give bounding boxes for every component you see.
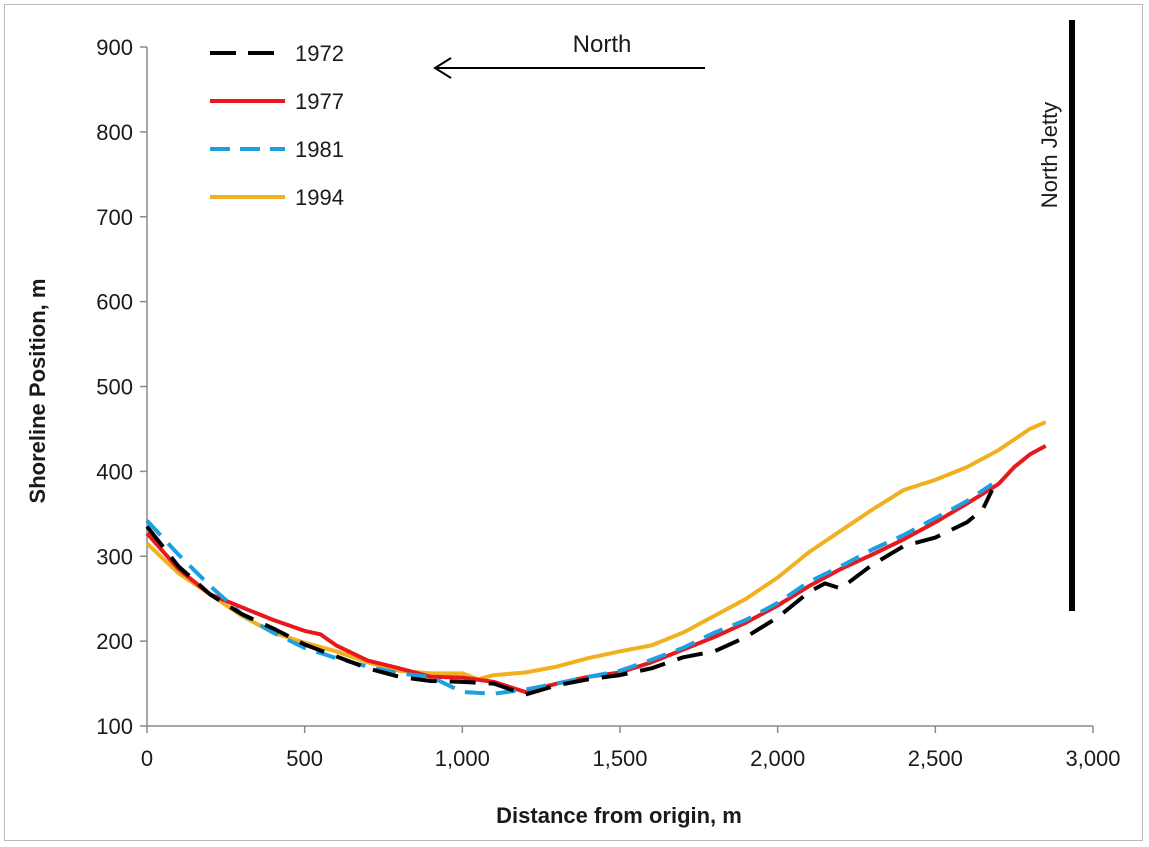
series-line-1981	[145, 482, 994, 696]
x-axis-label: Distance from origin, m	[496, 803, 742, 828]
x-tick-label: 2,000	[750, 746, 805, 771]
north-label: North	[573, 31, 632, 58]
series-layer	[145, 420, 1047, 697]
legend-label-1981: 1981	[295, 137, 344, 162]
y-tick-label: 400	[96, 459, 133, 484]
y-tick-label: 900	[96, 35, 133, 60]
legend-label-1972: 1972	[295, 41, 344, 66]
y-tick-label: 600	[96, 290, 133, 315]
series-line-1994	[145, 420, 1047, 682]
legend: 1972 1977 1981 1994	[210, 41, 344, 210]
series-line-1972	[145, 489, 994, 697]
annotations: North North Jetty	[433, 20, 1075, 611]
y-tick-label: 700	[96, 205, 133, 230]
north-arrow-head	[433, 57, 452, 79]
x-tick-label: 500	[286, 746, 323, 771]
axes: 100 200 300 400 500 600 700 800 900 0 500 1,000 1,50…	[96, 35, 1120, 771]
x-tick-label: 2,500	[908, 746, 963, 771]
y-tick-label: 100	[96, 714, 133, 739]
chart-frame: 100 200 300 400 500 600 700 800 900 0 500 1,000 1,50…	[4, 4, 1143, 841]
legend-label-1994: 1994	[295, 185, 344, 210]
y-tick-label: 500	[96, 375, 133, 400]
x-tick-label: 1,000	[435, 746, 490, 771]
x-tick-label: 0	[141, 746, 153, 771]
y-tick-label: 200	[96, 629, 133, 654]
x-tick-label: 3,000	[1065, 746, 1120, 771]
y-tick-label: 300	[96, 544, 133, 569]
legend-label-1977: 1977	[295, 89, 344, 114]
y-tick-label: 800	[96, 120, 133, 145]
north-jetty-label: North Jetty	[1037, 102, 1062, 208]
x-tick-label: 1,500	[592, 746, 647, 771]
shoreline-chart: 100 200 300 400 500 600 700 800 900 0 500 1,000 1,50…	[25, 20, 1121, 828]
y-axis-label: Shoreline Position, m	[25, 279, 50, 504]
